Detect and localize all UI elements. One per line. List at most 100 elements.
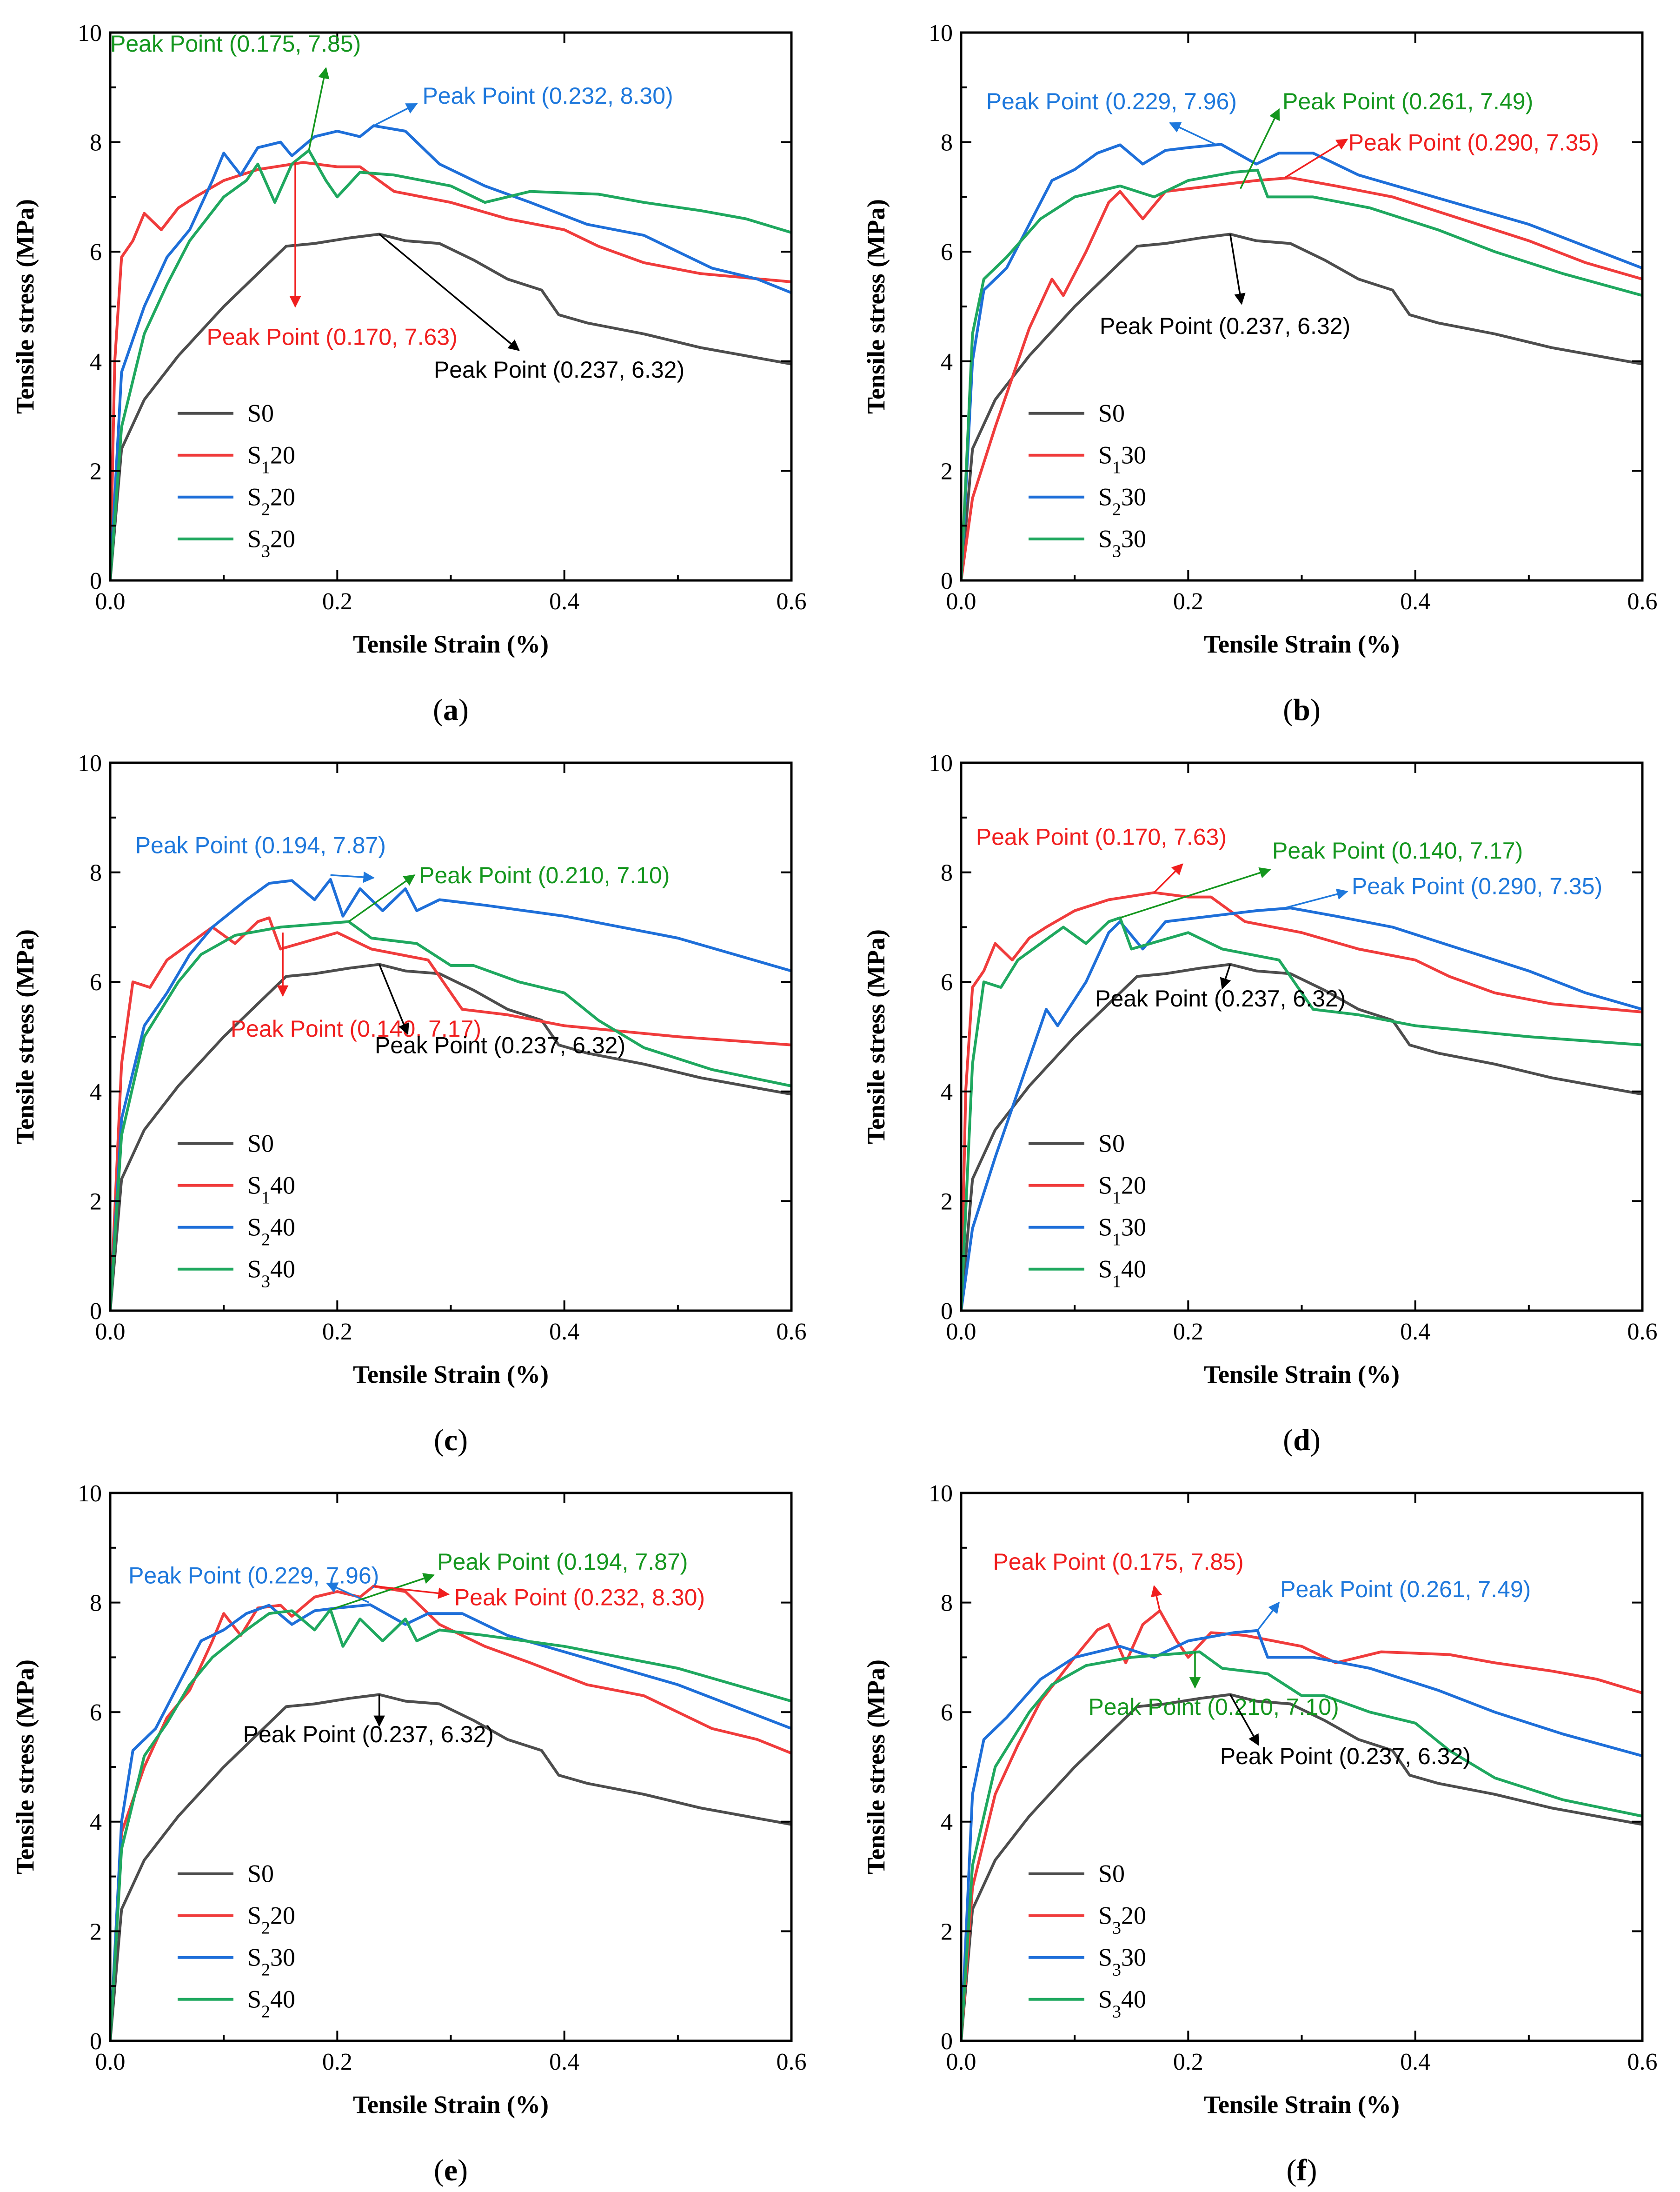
panel-paren-close: ) — [458, 1423, 468, 1457]
annotation-arrow — [1229, 234, 1246, 305]
series-line-S0 — [110, 233, 791, 580]
legend-subscript: 2 — [261, 500, 270, 520]
legend-entry: S340 — [1098, 1985, 1146, 2022]
annotation-arrow — [1220, 964, 1231, 990]
legend-entry: S0 — [1098, 1860, 1125, 1888]
x-tick-label: 0.6 — [777, 588, 807, 615]
annotation-label: Peak Point (0.237, 6.32) — [1220, 1743, 1471, 1769]
legend-entry: S120 — [1098, 1172, 1146, 1208]
series-group — [110, 878, 791, 1311]
annotation-label: Peak Point (0.290, 7.35) — [1348, 129, 1599, 155]
legend-entry: S340 — [247, 1255, 295, 1292]
y-tick-label: 4 — [90, 349, 102, 375]
annotation-label: Peak Point (0.237, 6.32) — [1100, 313, 1350, 339]
legend-subscript: 3 — [1112, 1960, 1121, 1980]
y-tick-label: 8 — [90, 130, 102, 156]
legend-entry: S130 — [1098, 441, 1146, 478]
series-line-S140 — [961, 916, 1642, 1311]
series-line-S320 — [961, 1609, 1642, 2041]
annotation-label: Peak Point (0.261, 7.49) — [1282, 88, 1533, 114]
legend-base: S — [1098, 1213, 1112, 1241]
y-tick-label: 2 — [941, 1188, 953, 1215]
y-tick-label: 0 — [90, 1298, 102, 1325]
series-line-S230 — [110, 1603, 791, 2041]
panel-paren-open: ( — [1283, 693, 1293, 727]
series-line-S120 — [961, 891, 1642, 1311]
legend-entry: S220 — [247, 1902, 295, 1938]
annotation-arrow — [1256, 1601, 1280, 1631]
legend-base: S0 — [1098, 400, 1125, 427]
legend-suffix: 40 — [270, 1255, 295, 1283]
legend-base: S — [247, 1902, 261, 1930]
annotation-arrow — [373, 103, 418, 127]
series-line-S0 — [961, 963, 1642, 1311]
y-tick-label: 6 — [941, 969, 953, 996]
x-axis-title: Tensile Strain (%) — [353, 630, 549, 658]
legend-subscript: 2 — [1112, 500, 1121, 520]
y-axis-title: Tensile stress (MPa) — [11, 199, 39, 414]
y-tick-label: 0 — [941, 2028, 953, 2055]
y-axis-title: Tensile stress (MPa) — [862, 199, 890, 414]
legend-subscript: 3 — [261, 1272, 270, 1292]
series-line-S140 — [110, 916, 791, 1311]
y-axis-title: Tensile stress (MPa) — [11, 929, 39, 1144]
panel-paren-open: ( — [1283, 1423, 1293, 1457]
annotation-label: Peak Point (0.237, 6.32) — [1095, 986, 1346, 1012]
chart-panel-d: 0.0 0.2 0.4 0.6 0 2 4 6 8 10 Tensile Strain (%) Ten… — [862, 750, 1658, 1457]
annotation-arrow — [1151, 1585, 1162, 1611]
y-tick-label: 0 — [941, 1298, 953, 1325]
legend-base: S — [1098, 1255, 1112, 1283]
legend-base: S — [247, 1985, 261, 2013]
y-tick-label: 4 — [941, 1809, 953, 1836]
series-line-S330 — [961, 1629, 1642, 2041]
legend-base: S0 — [1098, 1860, 1125, 1888]
x-tick-label: 0.4 — [549, 588, 579, 615]
legend-entry: S0 — [247, 400, 274, 427]
x-tick-label: 0.4 — [549, 2049, 579, 2075]
x-tick-label: 0.4 — [549, 1319, 579, 1345]
series-line-S240 — [110, 878, 791, 1311]
legend-base: S0 — [1098, 1130, 1125, 1158]
y-tick-label: 6 — [941, 239, 953, 266]
legend-entry: S230 — [247, 1944, 295, 1980]
annotation-arrow — [308, 67, 330, 151]
legend-suffix: 20 — [270, 525, 295, 553]
chart-panel-c: 0.0 0.2 0.4 0.6 0 2 4 6 8 10 Tensile Strain (%) Ten… — [11, 750, 807, 1457]
legend-subscript: 2 — [261, 1230, 270, 1250]
series-line-S0 — [110, 963, 791, 1311]
panel-letter: d — [1293, 1423, 1310, 1457]
legend-subscript: 3 — [1112, 2002, 1121, 2022]
series-line-S0 — [110, 1693, 791, 2041]
legend-base: S — [1098, 1902, 1112, 1930]
annotation-label: Peak Point (0.210, 7.10) — [1088, 1694, 1339, 1720]
annotation-label: Peak Point (0.237, 6.32) — [243, 1721, 494, 1747]
legend-entry: S0 — [247, 1860, 274, 1888]
legend-base: S — [1098, 1172, 1112, 1199]
y-tick-label: 10 — [78, 750, 102, 777]
annotation-label: Peak Point (0.210, 7.10) — [419, 862, 670, 888]
panel-letter: e — [444, 2153, 458, 2187]
legend-subscript: 1 — [261, 1188, 270, 1208]
series-group — [961, 1609, 1642, 2041]
legend-entry: S220 — [247, 483, 295, 520]
legend-base: S0 — [247, 400, 274, 427]
series-group — [961, 143, 1642, 580]
annotation-label: Peak Point (0.229, 7.96) — [986, 88, 1237, 114]
x-axis-title: Tensile Strain (%) — [1204, 1360, 1400, 1388]
series-line-S340 — [110, 920, 791, 1311]
series-line-S0 — [961, 233, 1642, 580]
panel-paren-open: ( — [434, 2153, 444, 2187]
panel-paren-close: ) — [1307, 2153, 1317, 2187]
legend-entry: S0 — [247, 1130, 274, 1158]
legend-entry: S330 — [1098, 525, 1146, 561]
legend-base: S — [1098, 1985, 1112, 2013]
annotation-label: Peak Point (0.170, 7.63) — [976, 824, 1227, 850]
x-tick-label: 0.2 — [1173, 1319, 1203, 1345]
x-tick-label: 0.0 — [946, 1319, 976, 1345]
x-tick-label: 0.0 — [946, 588, 976, 615]
chart-panel-f: 0.0 0.2 0.4 0.6 0 2 4 6 8 10 Tensile Strain (%) Ten… — [862, 1480, 1658, 2187]
legend-suffix: 30 — [1121, 525, 1146, 553]
series-line-S340 — [961, 1650, 1642, 2041]
annotation-arrow — [373, 1585, 450, 1599]
annotation-label: Peak Point (0.229, 7.96) — [128, 1562, 379, 1588]
